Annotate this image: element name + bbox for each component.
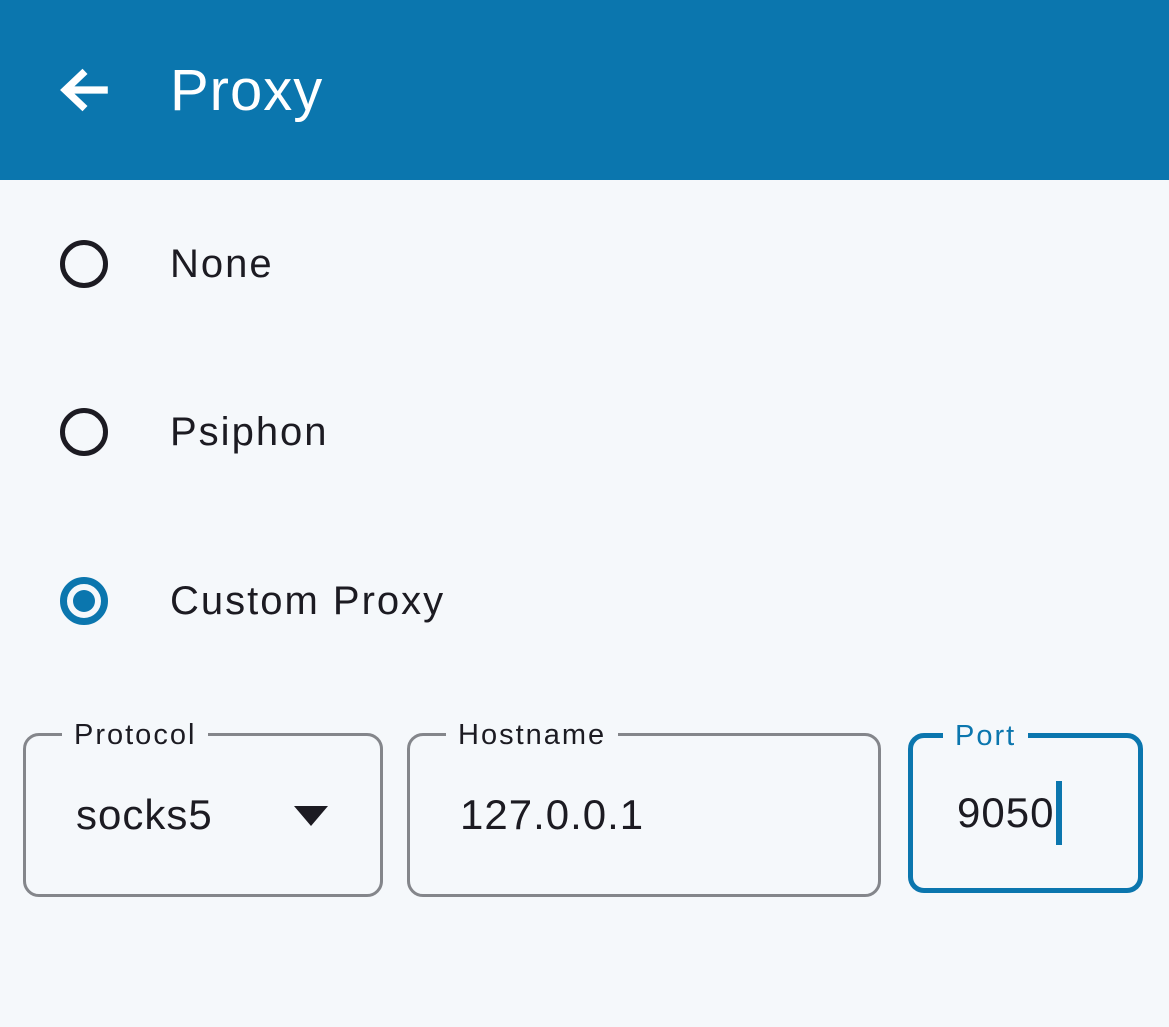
radio-button-none-unselected[interactable] xyxy=(60,240,108,288)
arrow-left-icon xyxy=(60,68,108,112)
radio-label-custom-proxy: Custom Proxy xyxy=(170,578,446,623)
back-button[interactable] xyxy=(56,61,114,119)
radio-option-none[interactable]: None xyxy=(0,240,1169,288)
radio-button-psiphon-unselected[interactable] xyxy=(60,408,108,456)
protocol-dropdown[interactable]: Protocol socks5 xyxy=(23,718,383,897)
protocol-selected-value: socks5 xyxy=(76,791,213,838)
dropdown-caret-icon xyxy=(294,806,328,826)
radio-option-psiphon[interactable]: Psiphon xyxy=(0,408,1169,456)
port-input[interactable]: Port 9050 xyxy=(908,719,1143,893)
radio-label-psiphon: Psiphon xyxy=(170,409,329,454)
hostname-field-label: Hostname xyxy=(446,718,619,752)
hostname-input[interactable]: Hostname 127.0.0.1 xyxy=(407,718,881,897)
radio-option-custom-proxy[interactable]: Custom Proxy xyxy=(0,577,1169,625)
hostname-input-value: 127.0.0.1 xyxy=(460,791,645,838)
radio-button-custom-proxy-selected[interactable] xyxy=(60,577,108,625)
page-title: Proxy xyxy=(170,57,324,123)
text-cursor xyxy=(1056,781,1063,845)
radio-label-none: None xyxy=(170,241,274,286)
app-bar: Proxy xyxy=(0,0,1169,180)
protocol-field-label: Protocol xyxy=(62,718,209,752)
port-field-label: Port xyxy=(943,719,1029,753)
port-input-value: 9050 xyxy=(957,789,1055,836)
